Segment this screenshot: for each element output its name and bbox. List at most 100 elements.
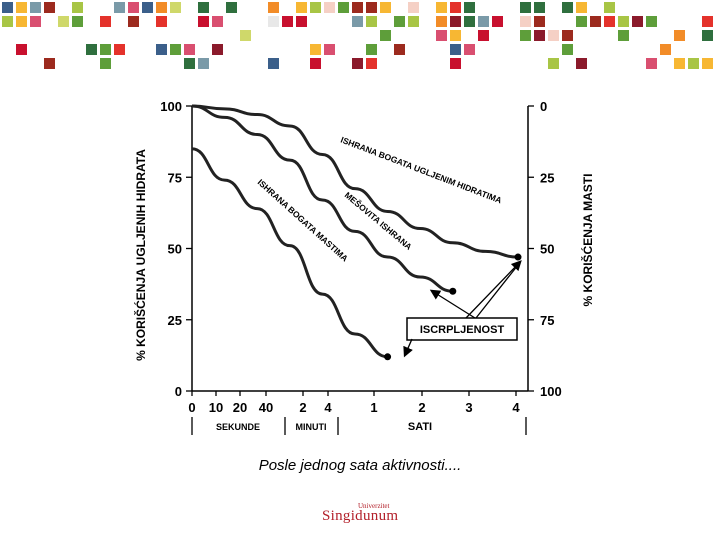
mosaic-tile [16,16,27,27]
mosaic-tile [30,2,41,13]
series-endpoint-2 [384,353,392,361]
mosaic-tile [44,58,55,69]
mosaic-tile [450,30,461,41]
mosaic-tile [352,16,363,27]
exhaustion-label: ISCRPLJENOST [420,324,505,336]
x-group-label: MINUTI [296,422,327,432]
mosaic-tile [16,2,27,13]
mosaic-tile [674,30,685,41]
mosaic-tile [30,16,41,27]
mosaic-tile [296,2,307,13]
mosaic-tile [310,2,321,13]
mosaic-tile [450,58,461,69]
x-tick-label: 4 [324,400,332,415]
mosaic-tile [198,58,209,69]
mosaic-tile [562,30,573,41]
mosaic-tile [114,2,125,13]
mosaic-tile [184,44,195,55]
mosaic-tile [268,16,279,27]
mosaic-tile [2,2,13,13]
mosaic-tile [548,30,559,41]
mosaic-tile [604,2,615,13]
y-tick-label-left: 50 [168,242,182,257]
y-tick-label-right: 50 [540,242,554,257]
mosaic-tile [212,16,223,27]
mosaic-tile [128,16,139,27]
series-endpoint-1 [449,287,457,295]
mosaic-tile [16,44,27,55]
mosaic-tile [282,16,293,27]
mosaic-tile [100,58,111,69]
mosaic-tile [674,58,685,69]
mosaic-tile [618,30,629,41]
series-line-2 [191,147,388,359]
mosaic-tile [632,16,643,27]
logo-tagline: Univerzitet [358,502,390,510]
mosaic-tile [338,2,349,13]
mosaic-tile [534,2,545,13]
mosaic-tile [352,2,363,13]
mosaic-tile [590,16,601,27]
mosaic-tile [198,2,209,13]
mosaic-tile [156,16,167,27]
mosaic-tile [576,58,587,69]
mosaic-tile [562,2,573,13]
mosaic-tile [170,2,181,13]
y-tick-label-right: 25 [540,170,554,185]
mosaic-tile [520,30,531,41]
mosaic-tile [646,16,657,27]
mosaic-tile [618,16,629,27]
y-axis-label-right: % KORIŠĆENJA MASTI [580,174,595,307]
mosaic-tile [646,58,657,69]
y-tick-label-right: 75 [540,313,554,328]
mosaic-tile [198,16,209,27]
mosaic-tile [660,44,671,55]
mosaic-tile [72,2,83,13]
mosaic-tile [268,58,279,69]
mosaic-tile [268,2,279,13]
mosaic-tile [408,2,419,13]
x-tick-label: 1 [370,400,377,415]
mosaic-tile [576,2,587,13]
mosaic-tile [72,16,83,27]
series-line-1 [191,104,453,293]
mosaic-tile [2,16,13,27]
mosaic-tile [702,30,713,41]
mosaic-tile [464,44,475,55]
mosaic-tile [310,44,321,55]
mosaic-tile [478,16,489,27]
series-label-carb-diet: ISHRANA BOGATA UGLJENIM HIDRATIMA [339,135,503,206]
x-tick-label: 10 [209,400,223,415]
mosaic-tile [534,16,545,27]
mosaic-tile [436,2,447,13]
mosaic-tile [212,44,223,55]
mosaic-tile [58,16,69,27]
exhaustion-annotation: ISCRPLJENOST [403,260,522,358]
mosaic-tile [100,44,111,55]
x-tick-label: 0 [188,400,195,415]
x-tick-label: 2 [418,400,425,415]
x-tick-label: 3 [465,400,472,415]
mosaic-tile [352,58,363,69]
series-endpoint-0 [514,253,522,261]
mosaic-tile [324,44,335,55]
mosaic-tile [156,44,167,55]
x-tick-label: 2 [299,400,306,415]
mosaic-tile [366,44,377,55]
mosaic-tile [464,2,475,13]
y-tick-label-left: 100 [160,99,182,114]
mosaic-tile [520,2,531,13]
mosaic-tile [450,2,461,13]
y-tick-label-left: 75 [168,170,182,185]
mosaic-tile [324,2,335,13]
mosaic-tile [702,58,713,69]
mosaic-tile [380,30,391,41]
y-tick-label-left: 0 [175,384,182,399]
mosaic-tile [478,30,489,41]
mosaic-tile [366,58,377,69]
mosaic-tile [226,2,237,13]
mosaic-tile [128,2,139,13]
header-mosaic-banner [2,2,713,69]
mosaic-tile [520,16,531,27]
